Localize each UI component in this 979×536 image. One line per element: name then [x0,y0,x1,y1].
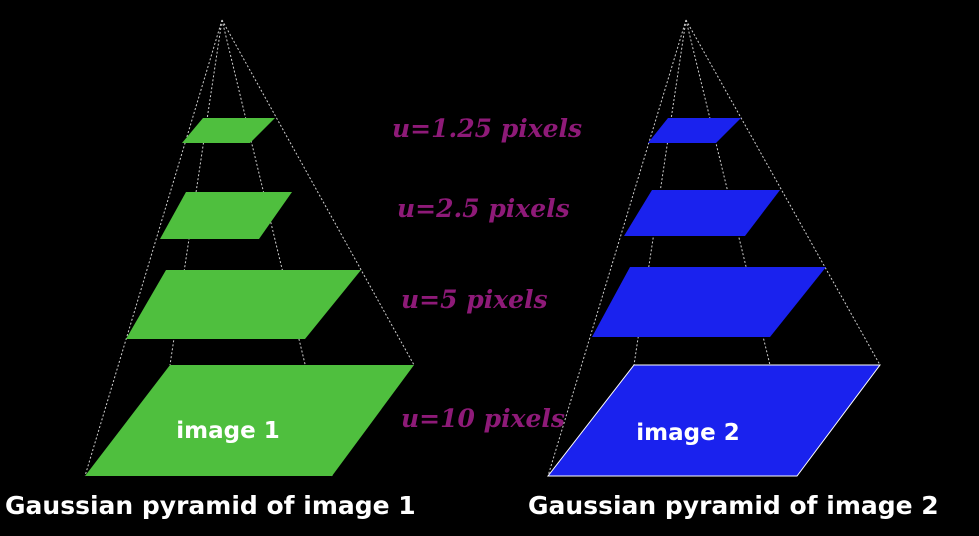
scale-labels: u=1.25 pixels u=2.5 pixels u=5 pixels u=… [392,114,582,433]
scale-label-level-2: u=2.5 pixels [397,194,570,223]
pyramid-2-edge-right [685,19,881,366]
pyramid-1-edge-right [221,19,415,366]
scale-label-level-4: u=10 pixels [401,404,565,433]
scale-label-level-3: u=5 pixels [401,285,548,314]
pyramid-1: image 1 [84,19,415,477]
pyramid-2-level-3 [592,267,826,337]
pyramid-1-level-1 [182,118,275,143]
pyramid-2-image-label: image 2 [636,420,739,446]
pyramid-1-caption: Gaussian pyramid of image 1 [5,491,416,520]
pyramid-2-level-1 [648,118,741,143]
pyramid-1-level-4 [85,365,414,476]
pyramid-1-edge-left [84,19,223,477]
scale-label-level-1: u=1.25 pixels [392,114,582,143]
pyramid-1-level-3 [126,270,361,339]
pyramid-1-image-label: image 1 [176,418,279,444]
pyramid-2-level-2 [624,190,780,236]
pyramid-2-level-4 [546,364,881,477]
pyramid-2-edge-left [547,19,687,477]
pyramid-2: image 2 [546,19,881,477]
pyramid-2-caption: Gaussian pyramid of image 2 [528,491,939,520]
pyramid-1-level-2 [160,192,292,239]
